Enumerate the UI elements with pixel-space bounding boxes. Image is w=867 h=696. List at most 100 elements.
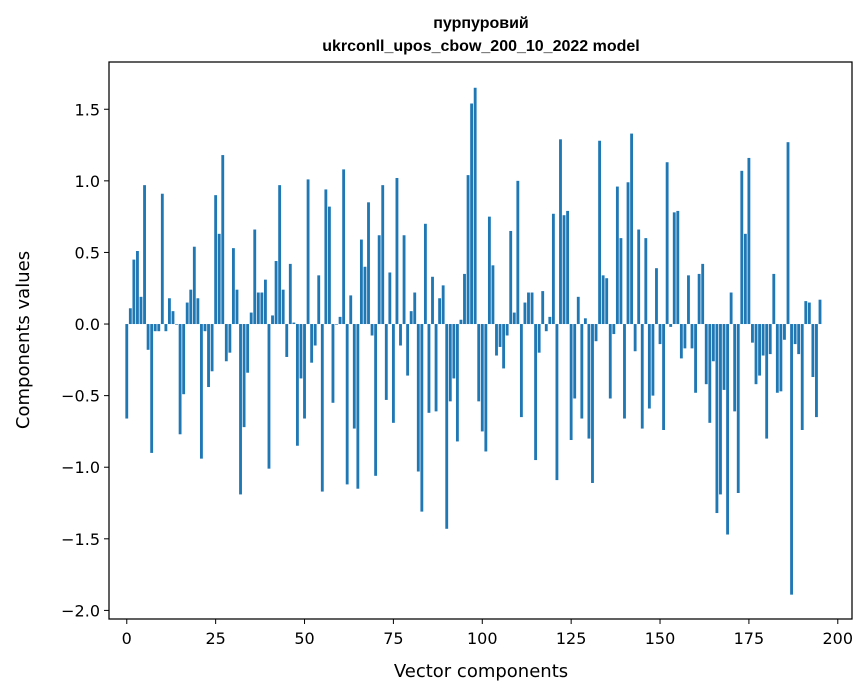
bar [363,266,367,325]
bar [505,324,509,336]
chart-subtitle: ukrconll_upos_cbow_200_10_2022 model [322,38,639,55]
bar [701,263,705,325]
x-tick-label: 75 [383,629,403,648]
bar [466,175,470,325]
bar [295,324,299,446]
bar [573,324,577,399]
bar [818,299,822,325]
bar [196,298,200,325]
bar [171,311,175,325]
bar [192,246,196,325]
bar [359,239,363,325]
bar [516,180,520,325]
bar [335,324,338,325]
bar [633,324,637,352]
bar [736,324,740,493]
bar [455,324,459,442]
bar [438,298,442,325]
bar [783,324,786,340]
bar [395,177,399,325]
bar [235,289,239,325]
bar [480,324,484,432]
bar [623,324,626,419]
bar [772,273,776,325]
bar [452,324,456,379]
bar [139,296,143,325]
bar [342,169,346,325]
bar [690,324,694,349]
bar [388,272,392,325]
bar [391,324,395,423]
bar [733,324,737,412]
bar [399,324,402,346]
bar [470,103,474,325]
bar [132,259,136,325]
bar [779,324,783,392]
bar [402,235,406,325]
bar [423,223,427,325]
y-tick-label: 0.5 [75,243,100,262]
bar [544,324,548,332]
bar [523,302,527,325]
bar [765,324,769,439]
bar [310,324,314,363]
bar [793,324,797,345]
bar [704,324,708,385]
x-tick-label: 200 [823,629,854,648]
bar [800,324,804,430]
bar [160,193,164,325]
bar [591,324,594,483]
bar [434,324,438,412]
bar [498,324,502,347]
bar [502,324,506,369]
bar [431,276,434,325]
bar [441,285,445,325]
bar [697,273,701,325]
bar [555,324,559,481]
bar [420,324,424,512]
bar [189,289,193,325]
bar [427,324,431,413]
bar [338,316,342,325]
bar [743,233,747,325]
bar [811,324,815,378]
bar [662,324,665,430]
bar [345,324,349,485]
bar [612,324,616,335]
bar [249,312,253,325]
bar [214,195,218,325]
bar [644,238,648,325]
bar [128,308,132,325]
bar [562,215,566,325]
bar [246,324,250,373]
bar [569,324,573,441]
bar [683,324,687,349]
bar [157,324,161,332]
bar [669,324,673,327]
y-tick-label: −0.5 [61,387,100,406]
bar [797,324,801,355]
bar [672,212,676,325]
bar [207,324,210,388]
bar [487,216,491,325]
bar [274,261,278,325]
bar [306,179,310,325]
bar [221,155,225,325]
bar [551,213,555,325]
bar [182,324,186,395]
bar [679,324,683,359]
bar [445,324,449,529]
bar [413,292,417,325]
bar [576,296,580,325]
bar [264,279,267,325]
bar [327,206,331,325]
bar [694,324,697,393]
bar [491,265,495,325]
bar [541,291,545,325]
bar [687,275,690,325]
bar [722,324,726,390]
bar [548,316,552,325]
y-axis-ticks: −2.0 −1.5 −1.0 −0.5 0.0 0.5 1.0 1.5 [61,100,109,620]
bar [566,210,570,325]
bar [509,230,513,325]
